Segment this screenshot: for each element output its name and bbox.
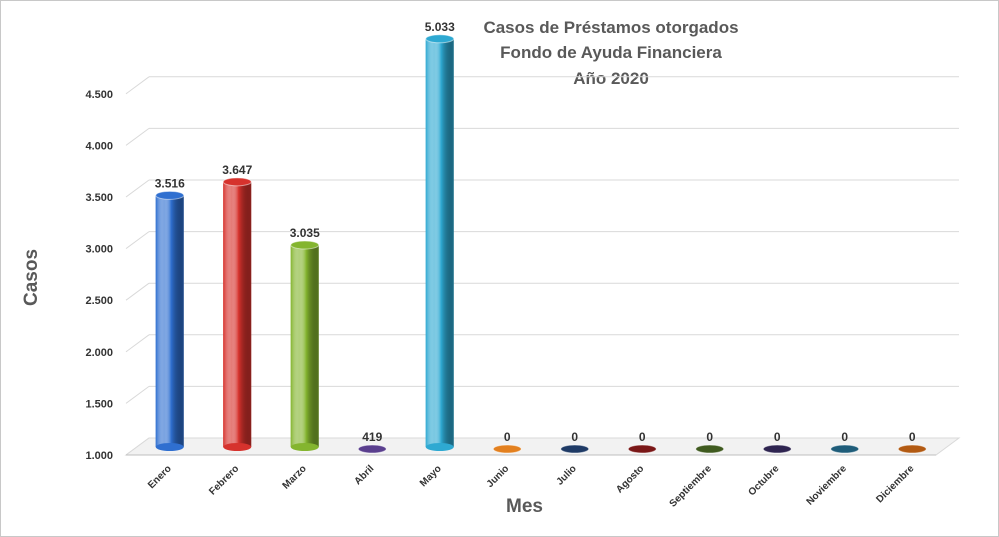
bar-enero xyxy=(155,190,185,451)
gridline-side xyxy=(125,179,150,198)
data-label: 0 xyxy=(504,430,511,444)
x-tick-label: Noviembre xyxy=(805,463,850,508)
data-label: 0 xyxy=(909,430,916,444)
bar-noviembre xyxy=(830,444,860,454)
y-tick-label: 1.000 xyxy=(85,450,113,462)
x-tick-label: Abril xyxy=(352,463,376,487)
data-label: 0 xyxy=(639,430,646,444)
chart-title-line-2: Fondo de Ayuda Financiera xyxy=(500,43,722,62)
gridline-side xyxy=(125,334,150,353)
bar-agosto xyxy=(627,444,657,454)
gridline-side xyxy=(125,127,150,146)
bar-octubre xyxy=(762,444,792,454)
x-tick-label: Julio xyxy=(555,463,579,487)
gridline-side xyxy=(125,282,150,301)
data-label: 0 xyxy=(841,430,848,444)
gridline-side xyxy=(125,76,150,95)
bar-marzo xyxy=(290,240,320,451)
y-tick-label: 3.500 xyxy=(85,192,113,204)
data-label: 419 xyxy=(362,430,382,444)
data-label: 0 xyxy=(571,430,578,444)
chart-title-line-3: Año 2020 xyxy=(573,69,649,88)
x-tick-label: Mayo xyxy=(418,463,444,489)
data-label: 5.033 xyxy=(425,20,455,34)
bar-febrero xyxy=(222,177,252,451)
x-tick-label: Octubre xyxy=(746,463,781,498)
x-tick-label: Marzo xyxy=(281,463,309,491)
data-label: 3.647 xyxy=(222,163,252,177)
data-label: 3.516 xyxy=(155,176,185,190)
y-tick-label: 4.500 xyxy=(85,89,113,101)
x-tick-label: Agosto xyxy=(614,463,646,495)
bar-diciembre xyxy=(897,444,927,454)
x-tick-label: Enero xyxy=(146,463,174,491)
x-axis-title: Mes xyxy=(506,496,543,517)
x-tick-label: Diciembre xyxy=(874,463,916,505)
chart-title-line-1: Casos de Préstamos otorgados xyxy=(483,18,739,37)
data-label: 3.035 xyxy=(290,226,320,240)
gridline-side xyxy=(125,385,150,404)
y-tick-label: 4.000 xyxy=(85,140,113,152)
bar-junio xyxy=(492,444,522,454)
x-tick-label: Septiembre xyxy=(668,463,715,510)
bar-julio xyxy=(560,444,590,454)
y-tick-label: 1.500 xyxy=(85,398,113,410)
bar-mayo xyxy=(425,34,455,451)
bar-abril xyxy=(357,444,387,454)
bar-septiembre xyxy=(695,444,725,454)
x-tick-label: Febrero xyxy=(207,463,241,497)
y-tick-label: 3.000 xyxy=(85,244,113,256)
data-label: 0 xyxy=(774,430,781,444)
gridline-side xyxy=(125,231,150,250)
y-tick-label: 2.500 xyxy=(85,295,113,307)
x-tick-label: Junio xyxy=(485,463,512,490)
y-tick-label: 2.000 xyxy=(85,347,113,359)
data-label: 0 xyxy=(706,430,713,444)
